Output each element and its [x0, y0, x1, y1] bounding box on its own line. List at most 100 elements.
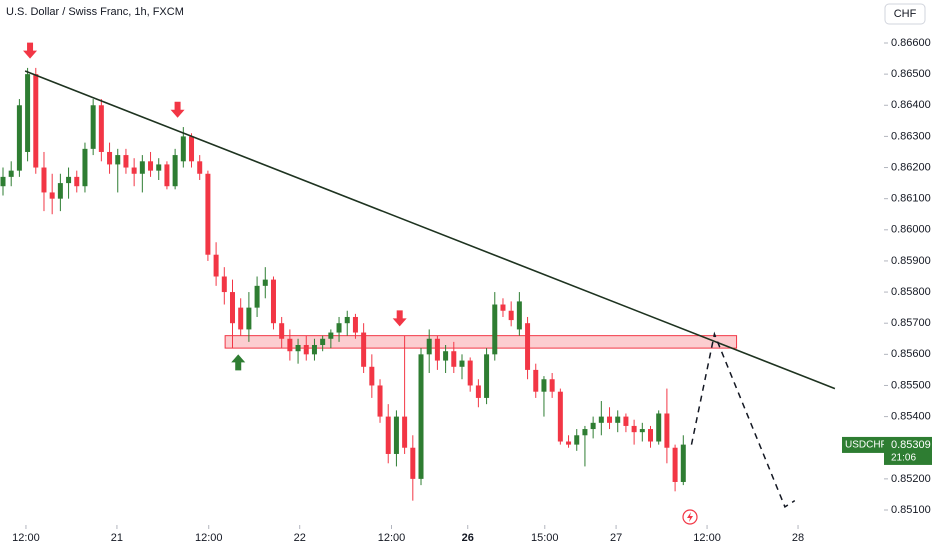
- candle-body: [328, 332, 334, 339]
- candle-body: [541, 379, 547, 392]
- candle-body: [90, 105, 96, 149]
- y-tick-label: 0.85700: [891, 317, 931, 329]
- y-tick-label: 0.86200: [891, 161, 931, 173]
- candle-body: [189, 136, 195, 162]
- candle-body: [402, 416, 408, 448]
- candle-body: [500, 304, 506, 311]
- candle-body: [287, 338, 293, 352]
- candle-body: [648, 429, 654, 442]
- candle-body: [311, 344, 317, 355]
- x-tick-label: 28: [792, 532, 804, 544]
- y-tick-label: 0.86600: [891, 37, 931, 49]
- y-tick-label: 0.85500: [891, 379, 931, 391]
- x-tick-label: 15:00: [531, 532, 559, 544]
- candle-body: [221, 276, 227, 293]
- x-tick-label: 26: [462, 532, 474, 544]
- candle-body: [164, 164, 170, 187]
- candle-body: [254, 285, 260, 308]
- candle-body: [393, 416, 399, 454]
- x-tick-label: 12:00: [378, 532, 406, 544]
- zone: [224, 335, 738, 349]
- candle-body: [295, 344, 301, 352]
- replay-icon[interactable]: [682, 509, 698, 525]
- candle-body: [344, 316, 350, 324]
- icon-bolt[interactable]: [687, 512, 693, 522]
- candle-body: [672, 447, 678, 482]
- candle-body: [566, 441, 572, 445]
- candle-body: [598, 416, 604, 423]
- arrow-up: [231, 354, 246, 371]
- candle-body: [607, 416, 613, 423]
- x-tick-label: 22: [294, 532, 306, 544]
- candle-body: [49, 192, 55, 199]
- candle-body: [8, 170, 14, 177]
- y-tick-label: 0.86300: [891, 130, 931, 142]
- candle-body: [320, 338, 326, 345]
- candle-body: [270, 279, 276, 324]
- chart-title: U.S. Dollar / Swiss Franc, 1h, FXCM: [6, 6, 184, 18]
- candle-body: [533, 369, 539, 392]
- y-tick-label: 0.86000: [891, 224, 931, 236]
- price-symbol-bg: [842, 436, 884, 453]
- x-tick-label: 12:00: [195, 532, 223, 544]
- candle-body: [148, 161, 154, 171]
- candle-body: [238, 307, 244, 330]
- arrow-down: [170, 101, 185, 118]
- candle-body: [549, 379, 555, 392]
- candle-body: [16, 105, 22, 171]
- candle-body: [107, 151, 113, 165]
- candle-body: [352, 316, 358, 333]
- trendline: [24, 70, 836, 390]
- candle-body: [418, 354, 424, 479]
- candle-body: [369, 366, 375, 386]
- currency-label[interactable]: CHF: [894, 8, 917, 20]
- candle-body: [615, 416, 621, 423]
- candle-body: [656, 413, 662, 442]
- x-tick-label: 27: [610, 532, 622, 544]
- candle-body: [525, 323, 531, 370]
- candle-body: [303, 344, 309, 355]
- candle-body: [336, 323, 342, 333]
- candle-body: [631, 425, 637, 433]
- arrow-down: [392, 310, 407, 327]
- candle-body: [229, 292, 235, 324]
- candle-body: [582, 429, 588, 436]
- candle-body: [98, 105, 104, 152]
- arrow-down: [23, 42, 38, 59]
- y-tick-label: 0.86500: [891, 68, 931, 80]
- candle-body: [516, 301, 522, 330]
- currency-button[interactable]: [884, 3, 926, 25]
- candle-body: [172, 155, 178, 187]
- x-tick-label: 12:00: [693, 532, 721, 544]
- candle-body: [123, 155, 129, 168]
- candle-body: [459, 360, 465, 367]
- candle-body: [590, 422, 596, 430]
- x-tick-label: 21: [111, 532, 123, 544]
- candle-body: [57, 183, 63, 199]
- candle-body: [246, 307, 252, 330]
- candle-body: [180, 136, 186, 162]
- candle-body: [131, 167, 137, 174]
- candle-body: [664, 413, 670, 448]
- y-tick-label: 0.85800: [891, 286, 931, 298]
- price-countdown: 21:06: [891, 453, 916, 464]
- y-tick-label: 0.86100: [891, 193, 931, 205]
- candle-body: [680, 444, 686, 482]
- candle-body: [205, 173, 211, 255]
- candle-body: [484, 354, 490, 398]
- y-tick-label: 0.85600: [891, 348, 931, 360]
- candle-body: [262, 279, 268, 286]
- y-tick-label: 0.85900: [891, 255, 931, 267]
- candle-body: [377, 385, 383, 417]
- price-bg: [884, 436, 932, 465]
- candle-body: [623, 416, 629, 426]
- candle-body: [467, 360, 473, 386]
- icon-circle[interactable]: [682, 509, 698, 525]
- candle-body: [434, 338, 440, 361]
- candle-body: [82, 148, 88, 187]
- candle-body: [410, 447, 416, 479]
- candle-body: [41, 167, 47, 193]
